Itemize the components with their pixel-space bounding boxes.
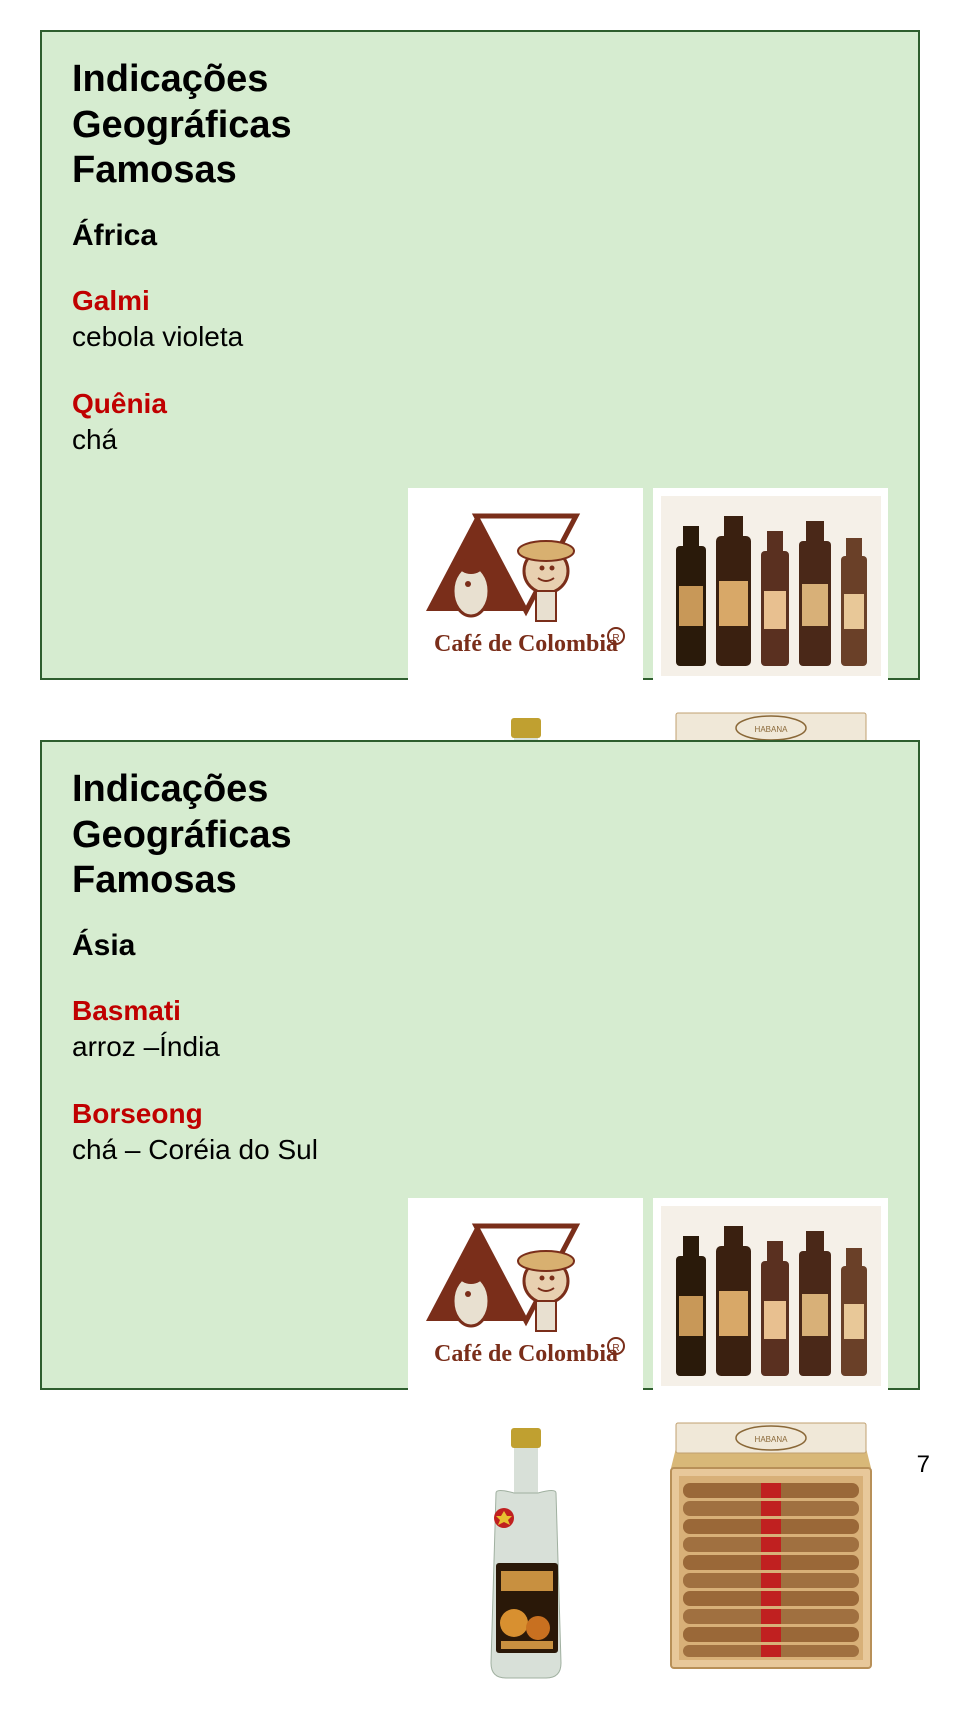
item-name: Basmati	[72, 993, 412, 1029]
image-row-top: Café de Colombia R	[408, 488, 888, 683]
page-number: 7	[917, 1451, 930, 1479]
list-item: Borseong chá – Coréia do Sul	[72, 1096, 412, 1169]
bottles-image	[653, 1198, 888, 1393]
item-name: Galmi	[72, 283, 412, 319]
image-row-bottom: HABANA	[408, 1403, 888, 1703]
text-column: Indicações Geográficas Famosas Ásia Basm…	[72, 767, 412, 1198]
image-row-top: Café de Colombia R	[408, 1198, 888, 1393]
cafe-colombia-logo: Café de Colombia R	[408, 1198, 643, 1393]
text-column: Indicações Geográficas Famosas África Ga…	[72, 57, 412, 488]
list-item: Basmati arroz –Índia	[72, 993, 412, 1066]
item-desc: chá	[72, 422, 412, 458]
single-bottle-image	[408, 1403, 643, 1703]
title-line2: Famosas	[72, 859, 237, 901]
slide-title: Indicações Geográficas Famosas	[72, 767, 412, 904]
item-desc: chá – Coréia do Sul	[72, 1132, 412, 1168]
svg-text:HABANA: HABANA	[754, 1435, 788, 1444]
item-desc: arroz –Índia	[72, 1029, 412, 1065]
list-item: Galmi cebola violeta	[72, 283, 412, 356]
item-name: Borseong	[72, 1096, 412, 1132]
svg-text:HABANA: HABANA	[754, 725, 788, 734]
item-desc: cebola violeta	[72, 319, 412, 355]
bottles-image	[653, 488, 888, 683]
logo-text: Café de Colombia	[434, 631, 618, 657]
svg-text:Café de Colombia: Café de Colombia	[434, 1341, 618, 1367]
slide-asia: Indicações Geográficas Famosas Ásia Basm…	[40, 740, 920, 1390]
region-label: África	[72, 219, 412, 253]
title-line2: Famosas	[72, 149, 237, 191]
item-name: Quênia	[72, 386, 412, 422]
region-label: Ásia	[72, 929, 412, 963]
list-item: Quênia chá	[72, 386, 412, 459]
cafe-colombia-logo: Café de Colombia R	[408, 488, 643, 683]
slide-title: Indicações Geográficas Famosas	[72, 57, 412, 194]
title-line1: Indicações Geográficas	[72, 768, 292, 856]
title-line1: Indicações Geográficas	[72, 58, 292, 146]
svg-text:R: R	[612, 633, 619, 644]
image-column: Café de Colombia R	[408, 1198, 888, 1713]
slide-africa: Indicações Geográficas Famosas África Ga…	[40, 30, 920, 680]
svg-text:R: R	[612, 1343, 619, 1354]
cigar-box-image: HABANA	[653, 1403, 888, 1703]
